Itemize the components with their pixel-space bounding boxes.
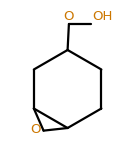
Text: O: O: [64, 10, 74, 23]
Text: OH: OH: [92, 10, 113, 23]
Text: O: O: [30, 123, 40, 136]
